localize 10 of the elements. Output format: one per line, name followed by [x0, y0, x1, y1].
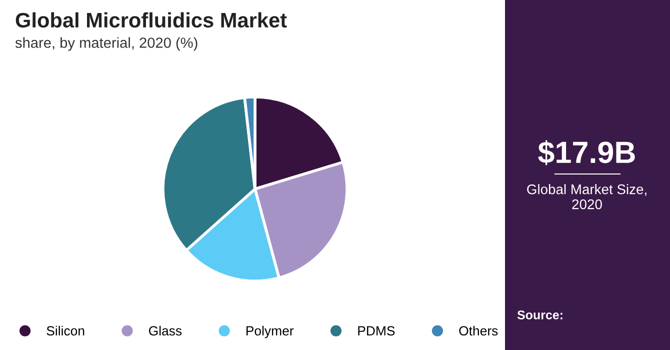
legend-label: PDMS	[358, 326, 395, 336]
legend-label: Others	[459, 326, 498, 336]
text: Global Market Size, 2020	[527, 184, 646, 210]
text: $17.9B	[538, 140, 635, 166]
chart-subtitle: share, by material, 2020 (%)	[15, 37, 198, 51]
source-note: Source:	[517, 310, 562, 320]
legend-label: Polymer	[246, 326, 294, 338]
legend-label: Silicon	[46, 326, 84, 336]
legend-label: Glass	[149, 326, 182, 336]
chart-title: Global Microfluidics Market	[16, 12, 287, 28]
